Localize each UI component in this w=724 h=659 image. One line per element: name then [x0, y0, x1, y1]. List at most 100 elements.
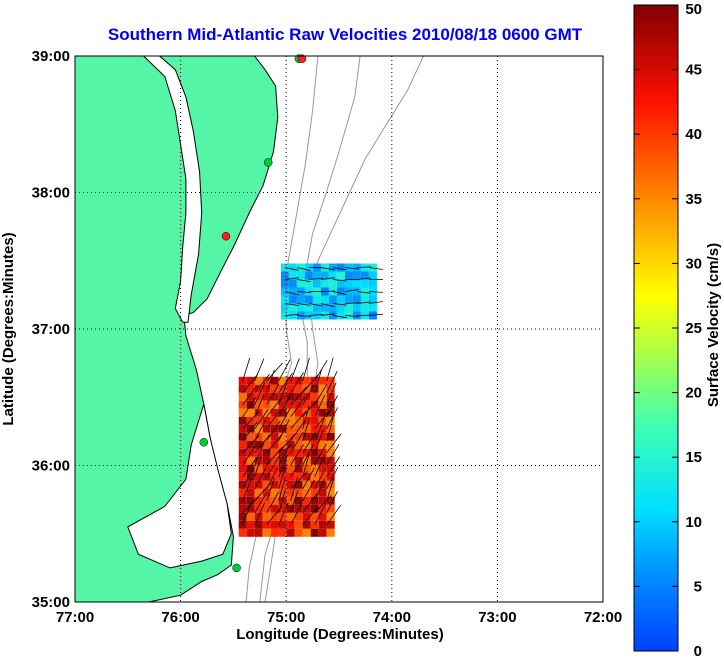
- velocity-cell: [344, 263, 353, 272]
- velocity-cell: [326, 400, 335, 409]
- velocity-cell: [352, 279, 361, 288]
- velocity-cell: [294, 472, 303, 481]
- y-tick-label: 35:00: [32, 594, 70, 611]
- velocity-cell: [302, 528, 311, 537]
- velocity-arrow: [254, 419, 267, 441]
- y-tick-label: 36:00: [32, 458, 70, 475]
- velocity-cell: [270, 512, 279, 521]
- velocity-cell: [326, 504, 335, 513]
- velocity-arrow: [320, 303, 335, 308]
- velocity-arrow: [356, 301, 371, 304]
- velocity-arrow: [332, 279, 347, 282]
- velocity-arrow: [302, 479, 315, 501]
- velocity-cell: [326, 424, 335, 433]
- velocity-cell: [254, 464, 263, 473]
- velocity-cell: [310, 480, 319, 489]
- velocity-arrow: [314, 467, 327, 489]
- station-marker: [263, 158, 273, 167]
- velocity-arrow: [266, 369, 275, 393]
- chesapeake-bay: [142, 55, 203, 323]
- velocity-cell: [262, 480, 271, 489]
- colorbar-tick-label: 25: [685, 320, 702, 337]
- station-markers: [199, 54, 307, 573]
- velocity-arrow: [344, 289, 359, 292]
- velocity-arrow: [242, 467, 254, 489]
- velocity-cell: [294, 416, 303, 425]
- colorbar-label: Surface Velocity (cm/s): [705, 243, 722, 407]
- velocity-cell: [262, 392, 271, 401]
- velocity-cell: [302, 464, 311, 473]
- velocity-arrow: [368, 267, 383, 270]
- velocity-cell: [294, 456, 303, 465]
- velocity-cell: [352, 303, 361, 312]
- velocity-cell: [326, 480, 335, 489]
- velocity-cell: [344, 303, 353, 312]
- velocity-cell: [302, 376, 311, 385]
- velocity-arrow: [344, 267, 359, 270]
- velocity-cell: [286, 408, 295, 417]
- velocity-cell: [262, 512, 271, 521]
- velocity-cell: [294, 440, 303, 449]
- velocity-cell: [288, 287, 297, 296]
- velocity-arrow: [284, 314, 299, 316]
- velocity-cell: [344, 295, 353, 304]
- velocity-cell: [254, 480, 263, 489]
- velocity-cell: [302, 488, 311, 497]
- velocity-cell: [328, 295, 337, 304]
- velocity-arrow: [242, 502, 252, 525]
- velocity-cell: [344, 287, 353, 296]
- velocity-cell: [254, 376, 263, 385]
- velocity-cell: [318, 512, 327, 521]
- x-axis-ticks: 77:00 76:00 75:00 74:00 73:00 72:00: [56, 609, 622, 626]
- velocity-cell: [286, 416, 295, 425]
- velocity-arrow: [296, 303, 311, 306]
- velocity-arrow: [290, 477, 298, 501]
- velocity-cell: [278, 464, 287, 473]
- velocity-cell: [270, 448, 279, 457]
- velocity-cell: [270, 520, 279, 529]
- velocity-cell: [328, 279, 337, 288]
- velocity-cell: [288, 279, 297, 288]
- velocity-arrow: [278, 419, 290, 441]
- station-marker: [199, 438, 209, 447]
- velocity-arrow: [242, 357, 251, 381]
- velocity-arrow: [290, 420, 305, 442]
- velocity-cell: [286, 432, 295, 441]
- velocity-cell: [246, 408, 255, 417]
- velocity-cell: [302, 416, 311, 425]
- velocity-cell: [278, 408, 287, 417]
- velocity-cell: [288, 303, 297, 312]
- velocity-cell: [262, 416, 271, 425]
- velocity-arrow: [368, 291, 383, 293]
- x-axis-label: Longitude (Degrees:Minutes): [236, 626, 444, 643]
- velocity-arrow: [266, 506, 283, 526]
- velocity-arrow: [242, 435, 260, 454]
- velocity-cell: [254, 416, 263, 425]
- velocity-arrow: [326, 395, 338, 417]
- velocity-cell: [288, 271, 297, 280]
- velocity-cell: [326, 384, 335, 393]
- velocity-cell: [254, 424, 263, 433]
- velocity-cell: [320, 263, 329, 272]
- velocity-arrow: [254, 394, 265, 417]
- velocity-cell: [238, 432, 247, 441]
- velocity-cell: [246, 496, 255, 505]
- velocity-cell: [254, 520, 263, 529]
- velocity-arrow: [254, 373, 270, 394]
- velocity-cell: [318, 400, 327, 409]
- velocity-arrow: [254, 408, 269, 430]
- colorbar-tick-label: 0: [694, 643, 702, 659]
- velocity-cell: [270, 456, 279, 465]
- velocity-cell: [238, 488, 247, 497]
- velocity-arrow: [296, 315, 311, 317]
- velocity-arrow: [242, 421, 258, 442]
- velocity-cell: [312, 271, 321, 280]
- plot-frame: [74, 55, 604, 603]
- velocity-cell: [280, 279, 289, 288]
- velocity-arrow: [302, 432, 316, 454]
- velocity-arrow: [278, 477, 286, 501]
- velocity-cell: [368, 295, 377, 304]
- velocity-cell: [278, 448, 287, 457]
- velocity-cell: [302, 448, 311, 457]
